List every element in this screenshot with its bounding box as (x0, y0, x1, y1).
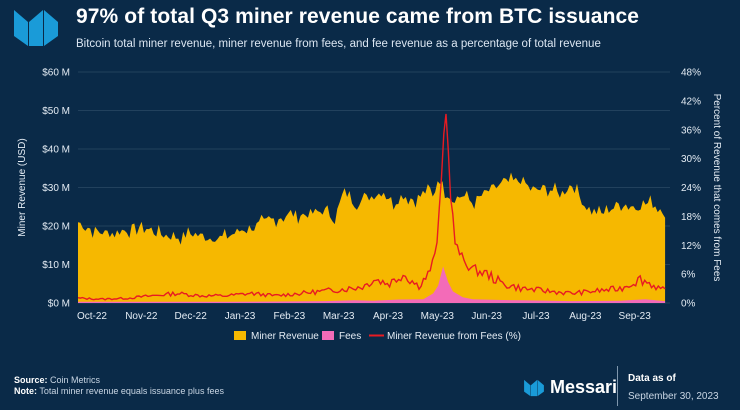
y-tick-label: $20 M (42, 222, 70, 233)
y-tick-label: $50 M (42, 106, 70, 117)
source-value: Coin Metrics (50, 375, 101, 385)
y2-tick-label: 0% (681, 299, 696, 310)
x-tick-label: Feb-23 (273, 311, 305, 322)
x-tick-label: Jan-23 (225, 311, 256, 322)
brand-name: Messari (550, 377, 618, 397)
note-value: Total miner revenue equals issuance plus… (39, 386, 224, 396)
y-tick-label: $60 M (42, 68, 70, 79)
brand: Messari (524, 377, 617, 398)
logo-mark-left (14, 10, 28, 46)
logo-mark-right (44, 10, 58, 46)
y-tick-label: $0 M (48, 299, 70, 310)
note-label: Note: (14, 386, 37, 396)
x-tick-label: Apr-23 (373, 311, 403, 322)
y2-tick-label: 42% (681, 96, 701, 107)
legend-fee-percent-label: Miner Revenue from Fees (%) (387, 331, 521, 342)
legend: Miner Revenue Fees Miner Revenue from Fees… (234, 331, 521, 342)
x-tick-label: Jun-23 (471, 311, 502, 322)
note-line: Note: Total miner revenue equals issuanc… (14, 386, 224, 397)
footer-divider (617, 366, 618, 406)
data-as-of-label: Data as of (628, 373, 676, 384)
messari-logo (14, 10, 58, 46)
data-as-of-date: September 30, 2023 (628, 391, 719, 402)
legend-fees-swatch (322, 331, 334, 340)
legend-miner-revenue-swatch (234, 331, 246, 340)
legend-miner-revenue-label: Miner Revenue (251, 331, 319, 342)
chart-area: $0 M $10 M $20 M $30 M $40 M $50 M $60 M 0% 6% 12… (17, 68, 722, 343)
footer-notes: Source: Coin Metrics Note: Total miner r… (14, 375, 224, 397)
x-tick-label: Aug-23 (569, 311, 602, 322)
chart-subtitle: Bitcoin total miner revenue, miner reven… (76, 38, 601, 50)
y2-tick-label: 12% (681, 241, 701, 252)
y-tick-label: $10 M (42, 260, 70, 271)
y2-tick-label: 36% (681, 125, 701, 136)
brand-logo-icon (524, 379, 544, 396)
x-tick-label: Dec-22 (175, 311, 208, 322)
y-tick-label: $30 M (42, 183, 70, 194)
x-tick-label: Nov-22 (125, 311, 158, 322)
y2-axis-label: Percent of Revenue that comes from Fees (711, 94, 722, 282)
x-tick-label: Oct-22 (77, 311, 107, 322)
y-axis-label: Miner Revenue (USD) (17, 138, 28, 236)
source-line: Source: Coin Metrics (14, 375, 224, 386)
y2-tick-label: 6% (681, 270, 696, 281)
miner-revenue-area (78, 172, 666, 303)
y-tick-label: $40 M (42, 145, 70, 156)
x-tick-label: Sep-23 (619, 311, 652, 322)
x-tick-label: May-23 (421, 311, 455, 322)
x-tick-label: Jul-23 (522, 311, 550, 322)
y2-tick-label: 24% (681, 183, 701, 194)
chart-title: 97% of total Q3 miner revenue came from … (76, 5, 640, 28)
legend-fees-label: Fees (339, 331, 361, 342)
logo-mark-middle (29, 10, 43, 46)
source-label: Source: (14, 375, 48, 385)
x-tick-label: Mar-23 (323, 311, 355, 322)
y2-tick-label: 30% (681, 154, 701, 165)
y2-tick-label: 18% (681, 212, 701, 223)
y2-tick-label: 48% (681, 68, 701, 79)
fee-percent-line (77, 113, 666, 301)
